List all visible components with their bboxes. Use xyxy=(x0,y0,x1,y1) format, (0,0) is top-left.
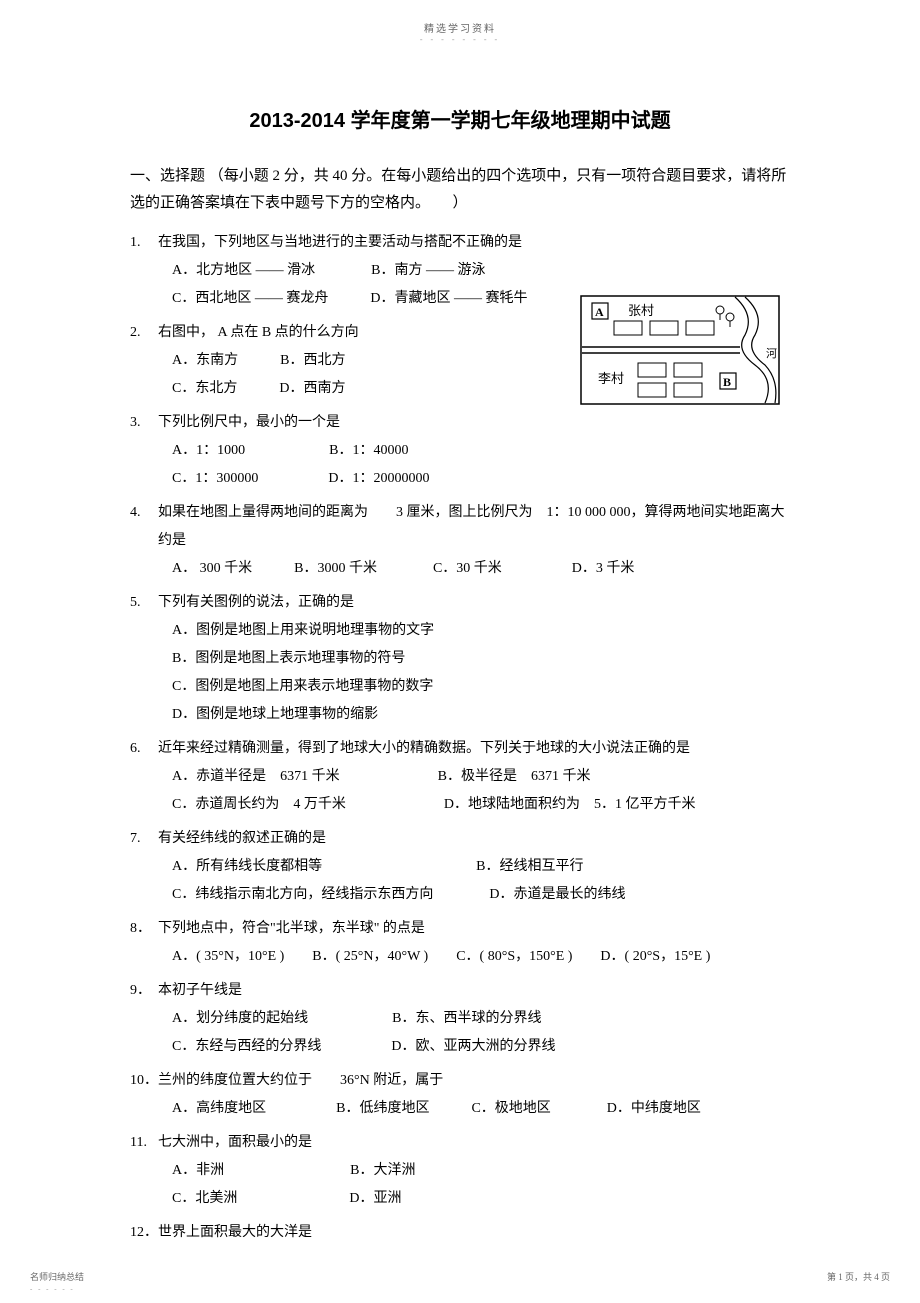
option-line: C．图例是地图上用来表示地理事物的数字 xyxy=(172,673,786,701)
question: 10．兰州的纬度位置大约位于 36°N 附近，属于A．高纬度地区 B．低纬度地区… xyxy=(130,1067,790,1123)
question-number: 3. xyxy=(130,409,158,437)
exam-title: 2013-2014 学年度第一学期七年级地理期中试题 xyxy=(130,104,790,133)
option-line: A．非洲 B．大洋洲 xyxy=(172,1157,786,1185)
option-line: A．北方地区 —— 滑冰 B．南方 —— 游泳 xyxy=(172,257,786,285)
option-line: C．东经与西经的分界线 D．欧、亚两大洲的分界线 xyxy=(172,1033,786,1061)
map-illustration: 河 A 张村 李村 B xyxy=(580,295,780,405)
option-line: A．划分纬度的起始线 B．东、西半球的分界线 xyxy=(172,1005,786,1033)
option-line: C．赤道周长约为 4 万千米 D．地球陆地面积约为 5．1 亿平方千米 xyxy=(172,791,786,819)
question-number: 10． xyxy=(130,1067,158,1095)
question-number: 6. xyxy=(130,735,158,763)
river-label: 河 xyxy=(766,347,777,360)
question-stem: 有关经纬线的叙述正确的是 xyxy=(158,825,786,853)
option-line: A．( 35°N，10°E ) B．( 25°N，40°W ) C．( 80°S… xyxy=(172,943,786,971)
question: 11.七大洲中，面积最小的是A．非洲 B．大洋洲C．北美洲 D．亚洲 xyxy=(130,1129,790,1213)
question-stem: 下列比例尺中，最小的一个是 xyxy=(158,409,786,437)
question-options: A．划分纬度的起始线 B．东、西半球的分界线C．东经与西经的分界线 D．欧、亚两… xyxy=(158,1005,786,1061)
question-body: 下列有关图例的说法，正确的是A．图例是地图上用来说明地理事物的文字B．图例是地图… xyxy=(158,589,786,729)
question-options: A．( 35°N，10°E ) B．( 25°N，40°W ) C．( 80°S… xyxy=(158,943,786,971)
header-dots: - - - - - - - - xyxy=(0,35,920,44)
question-body: 下列比例尺中，最小的一个是A．1：1000 B．1：40000C．1：30000… xyxy=(158,409,786,493)
question-stem: 如果在地图上量得两地间的距离为 3 厘米，图上比例尺为 1：10 000 000… xyxy=(158,499,786,555)
question-stem: 世界上面积最大的大洋是 xyxy=(158,1219,786,1247)
village-li: 李村 xyxy=(598,371,624,386)
question-body: 有关经纬线的叙述正确的是A．所有纬线长度都相等 B．经线相互平行C．纬线指示南北… xyxy=(158,825,786,909)
footer-right: 第 1 页，共 4 页 xyxy=(827,1270,890,1283)
footer-left: 名师归纳总结 xyxy=(30,1270,84,1283)
option-line: A．所有纬线长度都相等 B．经线相互平行 xyxy=(172,853,786,881)
question-options: A．图例是地图上用来说明地理事物的文字B．图例是地图上表示地理事物的符号C．图例… xyxy=(158,617,786,729)
option-line: C．纬线指示南北方向，经线指示东西方向 D．赤道是最长的纬线 xyxy=(172,881,786,909)
point-b: B xyxy=(723,375,731,389)
question: 8．下列地点中，符合"北半球，东半球" 的点是A．( 35°N，10°E ) B… xyxy=(130,915,790,971)
option-line: A．图例是地图上用来说明地理事物的文字 xyxy=(172,617,786,645)
question-body: 下列地点中，符合"北半球，东半球" 的点是A．( 35°N，10°E ) B．(… xyxy=(158,915,786,971)
question-options: A．高纬度地区 B．低纬度地区 C．极地地区 D．中纬度地区 xyxy=(158,1095,786,1123)
option-line: A．高纬度地区 B．低纬度地区 C．极地地区 D．中纬度地区 xyxy=(172,1095,786,1123)
question-stem: 近年来经过精确测量，得到了地球大小的精确数据。下列关于地球的大小说法正确的是 xyxy=(158,735,786,763)
point-a: A xyxy=(595,305,604,319)
question-number: 8． xyxy=(130,915,158,943)
question-body: 近年来经过精确测量，得到了地球大小的精确数据。下列关于地球的大小说法正确的是A．… xyxy=(158,735,786,819)
option-line: A．1：1000 B．1：40000 xyxy=(172,437,786,465)
question-options: A． 300 千米 B．3000 千米 C．30 千米 D．3 千米 xyxy=(158,555,786,583)
question-stem: 本初子午线是 xyxy=(158,977,786,1005)
option-line: A．赤道半径是 6371 千米 B．极半径是 6371 千米 xyxy=(172,763,786,791)
option-line: D．图例是地球上地理事物的缩影 xyxy=(172,701,786,729)
section-1-heading: 一、选择题 （每小题 2 分，共 40 分。在每小题给出的四个选项中，只有一项符… xyxy=(130,163,790,217)
question-options: A．赤道半径是 6371 千米 B．极半径是 6371 千米C．赤道周长约为 4… xyxy=(158,763,786,819)
question-stem: 下列有关图例的说法，正确的是 xyxy=(158,589,786,617)
question-stem: 兰州的纬度位置大约位于 36°N 附近，属于 xyxy=(158,1067,786,1095)
question-number: 2. xyxy=(130,319,158,347)
question-number: 9． xyxy=(130,977,158,1005)
question-body: 兰州的纬度位置大约位于 36°N 附近，属于A．高纬度地区 B．低纬度地区 C．… xyxy=(158,1067,786,1123)
question-number: 1. xyxy=(130,229,158,257)
question-body: 世界上面积最大的大洋是 xyxy=(158,1219,786,1247)
option-line: C．1：300000 D．1：20000000 xyxy=(172,465,786,493)
question-body: 本初子午线是A．划分纬度的起始线 B．东、西半球的分界线C．东经与西经的分界线 … xyxy=(158,977,786,1061)
question: 5.下列有关图例的说法，正确的是A．图例是地图上用来说明地理事物的文字B．图例是… xyxy=(130,589,790,729)
question: 6.近年来经过精确测量，得到了地球大小的精确数据。下列关于地球的大小说法正确的是… xyxy=(130,735,790,819)
question-options: A．所有纬线长度都相等 B．经线相互平行C．纬线指示南北方向，经线指示东西方向 … xyxy=(158,853,786,909)
question: 7.有关经纬线的叙述正确的是A．所有纬线长度都相等 B．经线相互平行C．纬线指示… xyxy=(130,825,790,909)
header-watermark: 精选学习资料 xyxy=(0,0,920,35)
question-stem: 七大洲中，面积最小的是 xyxy=(158,1129,786,1157)
footer-left-dots: - - - - - - xyxy=(30,1285,75,1293)
page-content: 2013-2014 学年度第一学期七年级地理期中试题 一、选择题 （每小题 2 … xyxy=(0,44,920,1293)
question-body: 如果在地图上量得两地间的距离为 3 厘米，图上比例尺为 1：10 000 000… xyxy=(158,499,786,583)
village-zhang: 张村 xyxy=(628,303,654,318)
question: 12．世界上面积最大的大洋是 xyxy=(130,1219,790,1247)
question-options: A．非洲 B．大洋洲C．北美洲 D．亚洲 xyxy=(158,1157,786,1213)
question: 3.下列比例尺中，最小的一个是A．1：1000 B．1：40000C．1：300… xyxy=(130,409,790,493)
option-line: C．北美洲 D．亚洲 xyxy=(172,1185,786,1213)
question-stem: 在我国，下列地区与当地进行的主要活动与搭配不正确的是 xyxy=(158,229,786,257)
question-number: 12． xyxy=(130,1219,158,1247)
question: 9．本初子午线是A．划分纬度的起始线 B．东、西半球的分界线C．东经与西经的分界… xyxy=(130,977,790,1061)
option-line: B．图例是地图上表示地理事物的符号 xyxy=(172,645,786,673)
question-number: 7. xyxy=(130,825,158,853)
question-body: 七大洲中，面积最小的是A．非洲 B．大洋洲C．北美洲 D．亚洲 xyxy=(158,1129,786,1213)
question-stem: 下列地点中，符合"北半球，东半球" 的点是 xyxy=(158,915,786,943)
option-line: A． 300 千米 B．3000 千米 C．30 千米 D．3 千米 xyxy=(172,555,786,583)
question-number: 11. xyxy=(130,1129,158,1157)
question-number: 5. xyxy=(130,589,158,617)
question: 4.如果在地图上量得两地间的距离为 3 厘米，图上比例尺为 1：10 000 0… xyxy=(130,499,790,583)
question-options: A．1：1000 B．1：40000C．1：300000 D．1：2000000… xyxy=(158,437,786,493)
question-number: 4. xyxy=(130,499,158,527)
